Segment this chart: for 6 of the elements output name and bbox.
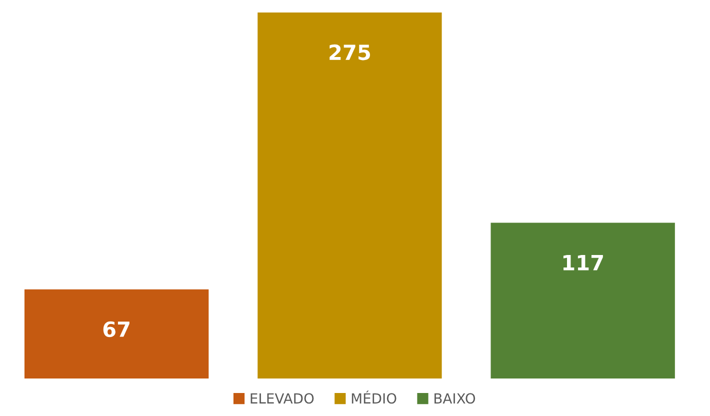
data-label: 67 xyxy=(103,321,130,338)
legend-label: MÉDIO xyxy=(352,390,396,404)
legend-label: ELEVADO xyxy=(250,393,314,404)
data-label: 117 xyxy=(563,255,603,270)
legend-label: BAIXO xyxy=(434,393,476,404)
data-label: 275 xyxy=(330,44,370,60)
